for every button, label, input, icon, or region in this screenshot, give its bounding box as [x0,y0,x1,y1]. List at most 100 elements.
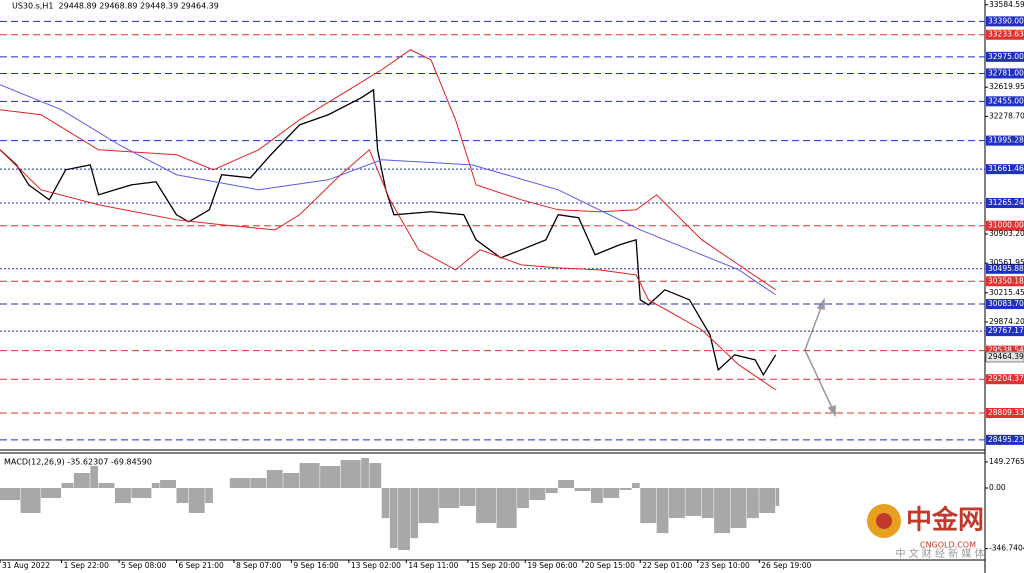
logo-icon [876,513,892,529]
y-tick-label: 30561.95 [989,258,1024,267]
y-tick-label: 29874.20 [989,317,1024,326]
macd-bar [73,472,90,489]
macd-bar [381,488,390,519]
x-tick-label: 8 Sep 07:00 [236,561,282,570]
level-label-box [986,198,1024,209]
macd-bar [574,488,591,491]
macd-bar [250,478,267,489]
macd-bar [619,488,632,490]
level-label-box [986,374,1024,385]
macd-bar [389,488,398,549]
macd-bar [640,488,657,524]
arrow-up [804,304,823,351]
level-label-box [986,220,1024,231]
x-tick-label: 31 Aug 2022 [2,561,50,570]
macd-bar [283,472,300,489]
macd-bar [476,488,497,524]
level-label: 29767.17 [988,326,1024,335]
x-tick-label: 6 Sep 21:00 [178,561,224,570]
y-tick-label: -346.74041 [989,544,1024,553]
level-label: 28495.23 [988,435,1024,444]
price-line [0,84,776,296]
macd-bar [603,488,620,498]
macd-bar [632,482,640,489]
level-label-box [986,135,1024,146]
logo-name: 中金网 [906,505,984,536]
macd-bar [205,488,213,504]
macd-bar [775,488,780,507]
level-label: 29538.54 [988,346,1024,355]
x-tick-label: 19 Sep 06:00 [527,561,577,570]
y-tick-label: 32619.95 [989,82,1024,91]
macd-bar [730,488,747,529]
macd-bar [369,463,382,489]
macd-bar [131,488,152,498]
x-tick-label: 22 Sep 01:00 [642,561,692,570]
level-label: 32455.00 [988,96,1024,105]
macd-bar [114,488,131,504]
current-price-label: 29464.39 [988,352,1024,361]
level-label: 28809.33 [988,408,1024,417]
macd-bar [0,488,21,501]
level-label-box [986,51,1024,62]
level-label: 31265.24 [988,198,1024,207]
macd-bar [439,488,460,509]
macd-bar [61,482,74,489]
macd-bar [90,466,98,489]
x-tick-label: 9 Sep 16:00 [293,561,339,570]
y-tick-label: 149.27659 [989,457,1024,466]
macd-bar [398,488,410,551]
level-label: 30495.88 [988,264,1024,273]
projection-arrows [804,297,836,418]
x-tick-label: 1 Sep 22:00 [64,561,110,570]
level-label-box [986,96,1024,107]
logo-tagline: 中 文 财 经 新 媒 体 [895,547,984,560]
macd-bar [160,479,176,489]
price-line [0,49,776,291]
x-tick-label: 23 Sep 10:00 [700,561,750,570]
macd-bar [759,488,776,514]
level-label: 29204.37 [988,374,1024,383]
level-label-box [986,263,1024,274]
macd-bar [418,488,439,524]
macd-bar [656,488,669,534]
macd-bar [299,463,320,489]
level-label-box [986,434,1024,445]
macd-bar [746,488,759,519]
y-tick-label: 30903.20 [989,229,1024,238]
level-label-box [986,16,1024,27]
macd-bar [361,457,369,489]
level-label: 30083.70 [988,299,1024,308]
macd-bar [591,488,603,504]
x-tick-label: 5 Sep 08:00 [121,561,167,570]
macd-bar [517,488,529,509]
logo-site: CNGOLD.COM [920,541,976,550]
price-line [0,88,777,377]
macd-bar [340,460,361,489]
macd-bar [714,488,731,534]
macd-bar [20,488,41,514]
macd-bar [188,488,205,514]
arrow-down [804,349,834,411]
x-tick-label: 20 Sep 15:00 [585,561,635,570]
macd-bar [701,488,714,519]
level-label: 31995.28 [988,136,1024,145]
level-label: 31000.00 [988,221,1024,230]
current-price-box [985,351,1024,363]
macd-bar [685,488,702,516]
x-tick-label: 13 Sep 02:00 [351,561,401,570]
y-tick-label: 30215.45 [989,288,1024,297]
level-label: 33390.00 [988,16,1024,25]
level-label: 31661.46 [988,164,1024,173]
level-label-box [986,164,1024,175]
macd-bar [529,488,546,501]
level-label-box [986,29,1024,40]
level-label-box [986,326,1024,337]
level-label: 30350.18 [988,276,1024,285]
chart-title: US30.s,H1 29448.89 29468.89 29448.39 294… [12,2,219,11]
level-label: 32975.00 [988,52,1024,61]
macd-bar [496,488,517,529]
macd-bar [41,488,62,498]
indicator-title: MACD(12,26,9) -35.62307 -69.84590 [4,458,152,467]
